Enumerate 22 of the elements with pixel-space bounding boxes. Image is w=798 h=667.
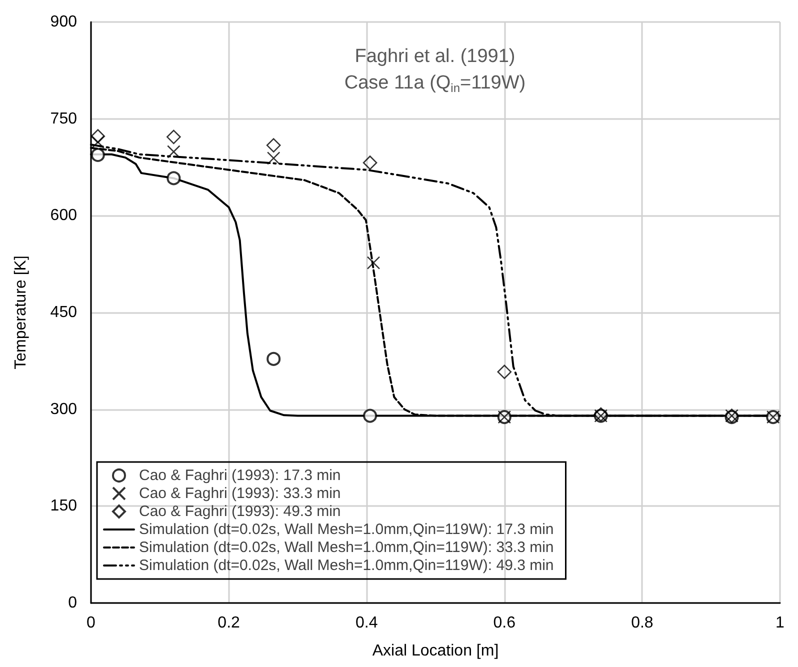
- x-tick-label: 0: [86, 614, 96, 632]
- text: Faghri et al. (1991): [354, 46, 516, 67]
- x-tick-label: 1: [776, 614, 785, 632]
- legend-label: Simulation (dt=0.02s, Wall Mesh=1.0mm,Qin=119W): 17.3 min: [139, 521, 554, 538]
- x-tick-label: 0.8: [631, 614, 654, 632]
- legend-label: Cao & Faghri (1993): 17.3 min: [139, 467, 341, 484]
- y-tick-label: 450: [50, 304, 78, 321]
- legend-label: Simulation (dt=0.02s, Wall Mesh=1.0mm,Qin=119W): 49.3 min: [139, 557, 554, 574]
- legend-label: Cao & Faghri (1993): 49.3 min: [139, 503, 341, 520]
- legend-label: Cao & Faghri (1993): 33.3 min: [139, 485, 341, 502]
- y-tick-label: 150: [50, 498, 78, 515]
- legend-label: Simulation (dt=0.02s, Wall Mesh=1.0mm,Qin=119W): 33.3 min: [139, 539, 554, 556]
- y-tick-label: 750: [50, 110, 78, 128]
- x-axis-title: Axial Location [m]: [372, 642, 499, 660]
- x-tick-label: 0.4: [355, 614, 378, 632]
- y-tick-label: 300: [50, 400, 78, 418]
- x-tick-label: 0.6: [493, 614, 516, 632]
- y-tick-label: 600: [50, 207, 78, 224]
- y-axis-title: Temperature [K]: [12, 256, 30, 370]
- y-tick-label: 0: [68, 594, 78, 612]
- x-tick-label: 0.2: [218, 614, 240, 632]
- y-tick-label: 900: [50, 14, 78, 30]
